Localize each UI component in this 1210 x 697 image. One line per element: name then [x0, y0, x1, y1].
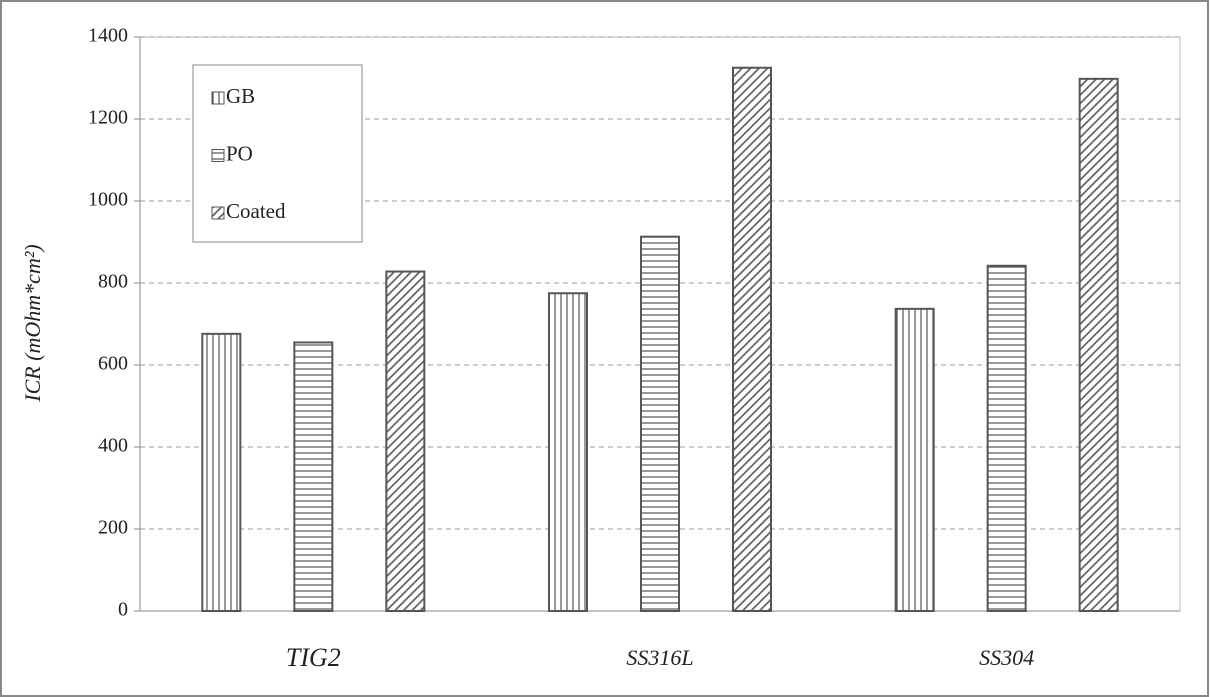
- x-tick-label: SS316L: [626, 645, 693, 670]
- legend-label: GB: [226, 84, 255, 108]
- x-tick-label: TIG2: [286, 643, 341, 672]
- bar: [385, 270, 426, 612]
- bar: [548, 292, 588, 612]
- y-tick-label: 1400: [88, 25, 128, 47]
- y-tick-label: 1000: [88, 189, 128, 211]
- y-tick-label: 400: [98, 435, 128, 457]
- bar: [894, 307, 935, 612]
- y-tick-label: 0: [118, 599, 128, 621]
- bar: [986, 264, 1027, 612]
- y-tick-label: 200: [98, 517, 128, 539]
- legend-label: Coated: [226, 199, 286, 223]
- bar: [293, 341, 334, 612]
- x-tick-label: SS304: [979, 645, 1034, 670]
- y-axis-label: ICR (mOhm*cm²): [20, 244, 45, 403]
- y-tick-label: 600: [98, 353, 128, 375]
- legend-swatch: [211, 91, 225, 105]
- bar: [732, 66, 772, 612]
- legend-swatch: [211, 206, 225, 220]
- y-tick-label: 800: [98, 271, 128, 293]
- legend-swatch: [211, 149, 225, 162]
- bar: [640, 235, 680, 612]
- bar: [201, 332, 242, 612]
- bar: [1078, 77, 1119, 612]
- legend-label: PO: [226, 141, 253, 165]
- y-tick-label: 1200: [88, 107, 128, 129]
